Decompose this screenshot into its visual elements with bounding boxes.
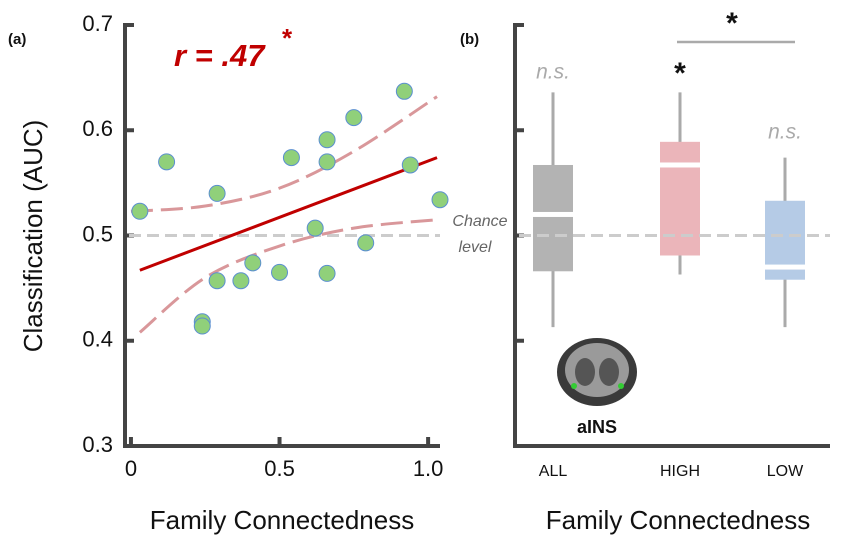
x-axis-label: Family Connectedness [150,505,414,535]
significance: n.s. [768,121,802,144]
region-label: aINS [577,417,617,437]
panel-label: (b) [460,31,479,48]
point [432,192,448,208]
y-tick-label: 0.6 [82,116,113,141]
comparison-star: * [726,7,738,40]
point [307,220,323,236]
point [272,264,288,280]
x-tick-label: 0 [125,456,137,481]
significance: * [674,57,686,90]
point [346,110,362,126]
point [245,255,261,271]
y-tick-label: 0.3 [82,432,113,457]
x-tick-label: 0.5 [264,456,295,481]
point [283,150,299,166]
point [132,203,148,219]
point [319,132,335,148]
point [358,235,374,251]
correlation-star: * [282,23,293,53]
x-tick-label: LOW [767,463,804,480]
point [159,154,175,170]
point [209,273,225,289]
fit-line [140,158,437,271]
x-tick-label: 1.0 [413,456,444,481]
box [660,142,700,256]
significance: n.s. [536,61,570,84]
x-tick-label: HIGH [660,463,700,480]
figure: (a) Classification (AUC) Family Connectedn… [0,0,842,540]
median [660,162,700,167]
median [765,265,805,270]
point [319,265,335,281]
chance-label: level [459,239,492,256]
point [402,157,418,173]
y-tick-label: 0.5 [82,221,113,246]
y-axis-label: Classification (AUC) [18,120,48,353]
median [533,212,573,217]
brain-icon [557,338,637,406]
x-tick-label: ALL [539,463,568,480]
point [194,318,210,334]
point [319,154,335,170]
point [233,273,249,289]
point [396,83,412,99]
panel-label: (a) [8,31,26,48]
chance-label: Chance [452,213,507,230]
y-tick-label: 0.7 [82,11,113,36]
x-axis-label: Family Connectedness [546,505,810,535]
point [209,185,225,201]
box [533,165,573,271]
correlation: r = .47 [174,38,266,73]
y-tick-label: 0.4 [82,327,113,352]
